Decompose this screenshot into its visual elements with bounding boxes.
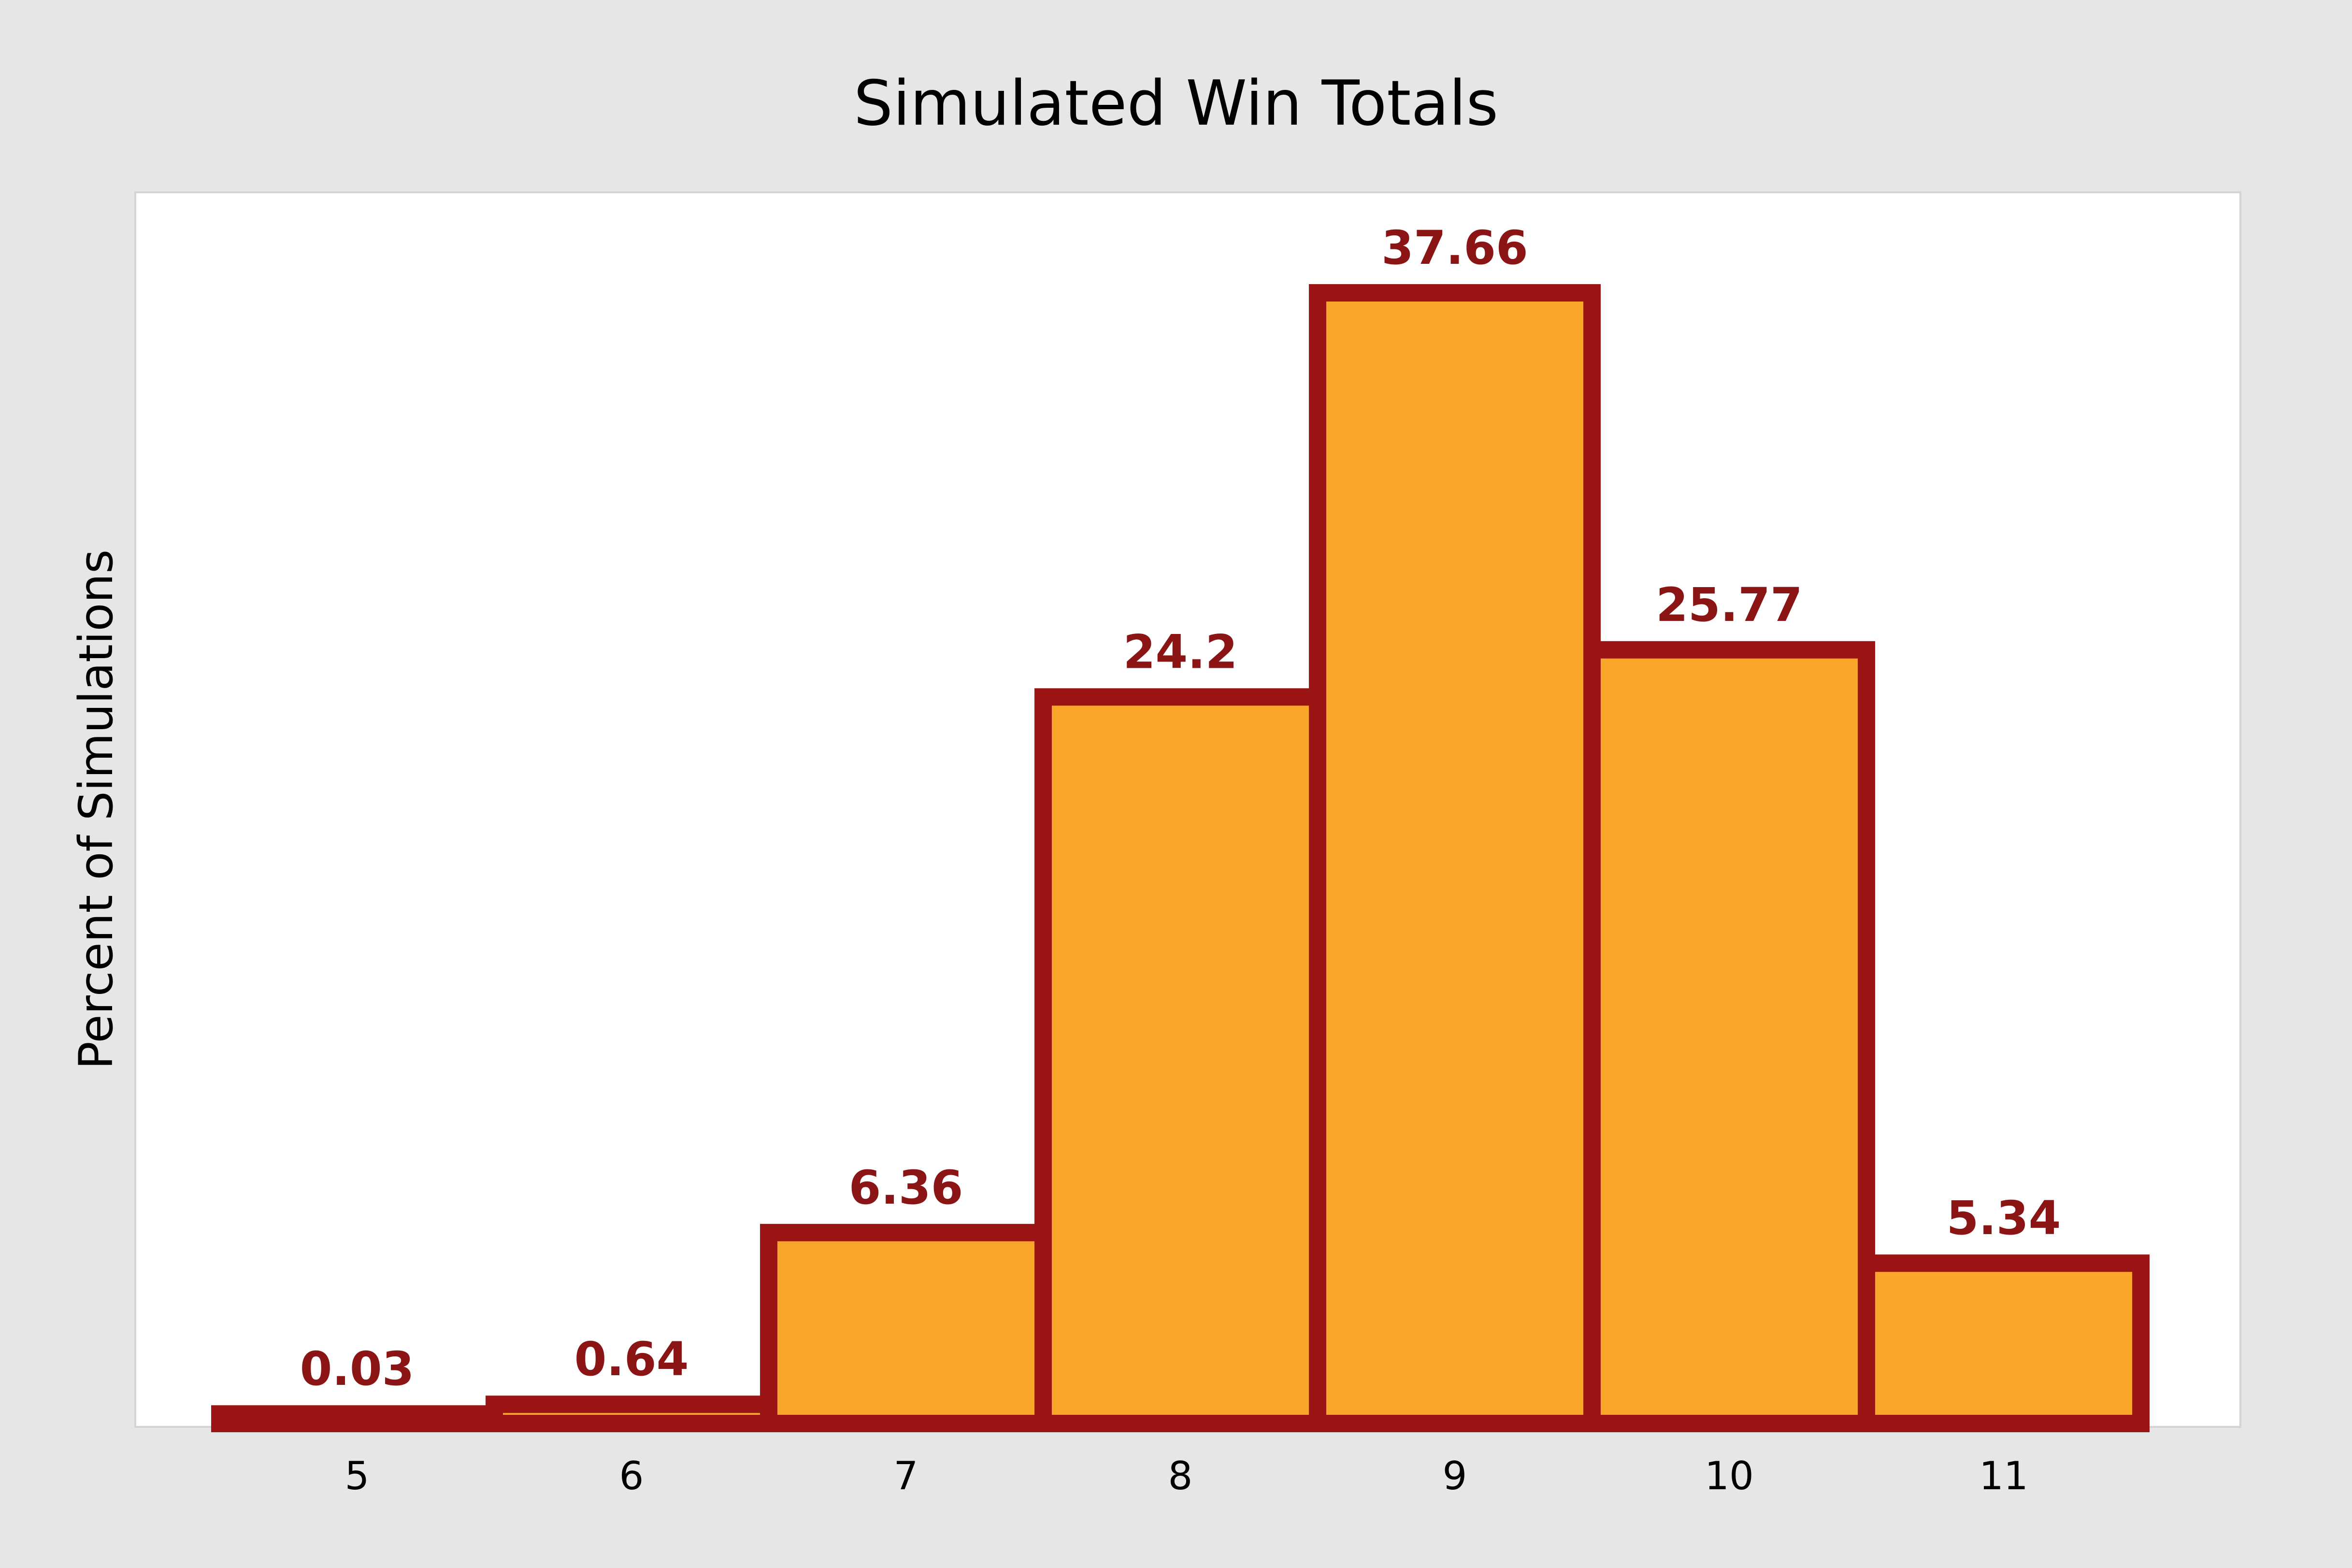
data-label-10: 25.77 xyxy=(1656,578,1803,632)
data-label-11: 5.34 xyxy=(1947,1191,2061,1245)
data-label-9: 37.66 xyxy=(1381,221,1528,275)
chart-title: Simulated Win Totals xyxy=(854,68,1498,140)
data-label-7: 6.36 xyxy=(849,1161,963,1215)
x-tick-label-9: 9 xyxy=(1443,1453,1467,1498)
data-label-5: 0.03 xyxy=(300,1342,415,1396)
x-tick-label-5: 5 xyxy=(345,1453,370,1498)
x-tick-label-6: 6 xyxy=(619,1453,644,1498)
bar-9 xyxy=(1309,284,1601,1432)
bars-group xyxy=(211,284,2150,1433)
x-tick-labels-group: 5 6 7 8 9 10 11 xyxy=(345,1453,2028,1498)
bar-7 xyxy=(760,1223,1052,1432)
y-axis-label: Percent of Simulations xyxy=(69,549,123,1069)
bar-11 xyxy=(1858,1254,2150,1433)
x-tick-label-7: 7 xyxy=(894,1453,918,1498)
bar-8 xyxy=(1034,688,1326,1432)
bar-5 xyxy=(211,1405,503,1432)
x-tick-label-10: 10 xyxy=(1705,1453,1754,1498)
bar-6 xyxy=(486,1395,777,1432)
data-label-6: 0.64 xyxy=(574,1332,689,1386)
bar-10 xyxy=(1583,641,1875,1432)
x-tick-label-8: 8 xyxy=(1168,1453,1193,1498)
data-label-8: 24.2 xyxy=(1123,625,1238,679)
data-labels-group: 0.03 0.64 6.36 24.2 37.66 25.77 5.34 xyxy=(300,221,2061,1396)
x-tick-label-11: 11 xyxy=(1979,1453,2028,1498)
